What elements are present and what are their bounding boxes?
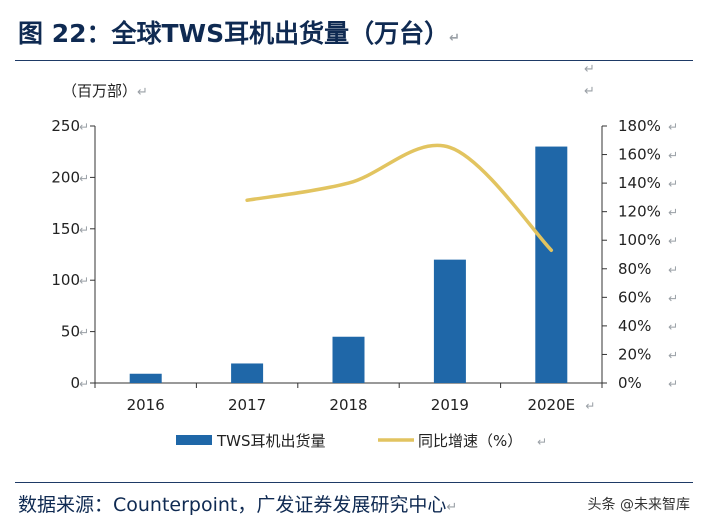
return-mark: ↵ <box>668 177 678 191</box>
return-mark: ↵ <box>668 149 678 163</box>
return-mark: ↵ <box>668 263 678 277</box>
legend-swatch-bar <box>176 435 212 445</box>
y-right-tick-label: 160% <box>618 146 661 164</box>
return-mark: ↵ <box>79 377 89 391</box>
return-mark: ↵ <box>79 120 89 134</box>
chart: 0↵50↵100↵150↵200↵250↵0% ↵20% ↵40% ↵60% ↵80% ↵… <box>51 117 678 450</box>
y-left-tick-label: 100 <box>51 271 80 289</box>
figure-title: 图 22：全球TWS耳机出货量（万台）↵ <box>18 19 461 48</box>
return-mark: ↵ <box>584 84 595 99</box>
x-tick-label: 2019 <box>431 396 469 414</box>
return-mark: ↵ <box>668 234 678 248</box>
return-mark: ↵ <box>668 206 678 220</box>
return-mark: ↵ <box>668 120 678 134</box>
title-rule <box>15 60 693 61</box>
y-left-tick-label: 50 <box>61 323 80 341</box>
return-mark: ↵ <box>537 435 547 449</box>
y-left-tick-label: 150 <box>51 220 80 238</box>
y-right-tick-label: 140% <box>618 174 661 192</box>
return-mark: ↵ <box>79 274 89 288</box>
x-tick-label: 2020E <box>527 396 575 414</box>
return-mark: ↵ <box>668 377 678 391</box>
return-mark: ↵ <box>79 326 89 340</box>
return-mark: ↵ <box>584 62 595 77</box>
return-mark: ↵ <box>79 223 89 237</box>
y-right-tick-label: 0% <box>618 374 642 392</box>
y-left-tick-label: 0 <box>70 374 80 392</box>
source-rule <box>15 482 693 483</box>
y-right-tick-label: 120% <box>618 203 661 221</box>
bar <box>332 336 365 383</box>
bar <box>433 259 466 383</box>
bar <box>535 146 568 383</box>
return-mark: ↵ <box>668 320 678 334</box>
legend-label-line: 同比增速（%） <box>418 432 522 450</box>
y-right-tick-label: 100% <box>618 231 661 249</box>
y-left-tick-label: 200 <box>51 168 80 186</box>
return-mark: ↵ <box>668 291 678 305</box>
return-mark: ↵ <box>668 348 678 362</box>
return-mark: ↵ <box>79 171 89 185</box>
legend-label-bar: TWS耳机出货量 <box>216 432 326 450</box>
y-right-tick-label: 80% <box>618 260 651 278</box>
return-mark: ↵ <box>585 399 595 413</box>
y-right-tick-label: 40% <box>618 317 651 335</box>
y-right-tick-label: 20% <box>618 345 651 363</box>
growth-rate-line <box>245 143 554 252</box>
x-tick-label: 2017 <box>228 396 266 414</box>
bar <box>231 363 264 383</box>
y-right-tick-label: 60% <box>618 288 651 306</box>
y-right-tick-label: 180% <box>618 117 661 135</box>
x-tick-label: 2018 <box>329 396 367 414</box>
x-tick-label: 2016 <box>127 396 165 414</box>
watermark: 头条 @未来智库 <box>584 494 693 514</box>
unit-label: （百万部）↵ <box>62 82 148 100</box>
y-left-tick-label: 250 <box>51 117 80 135</box>
bar <box>129 373 162 383</box>
source-note: 数据来源：Counterpoint，广发证券发展研究中心↵ <box>18 494 458 516</box>
